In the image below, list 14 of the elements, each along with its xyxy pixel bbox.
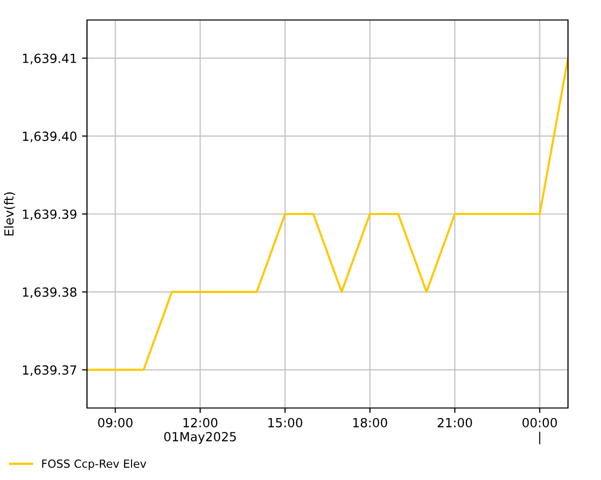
y-tick-label: 1,639.40 [22, 132, 76, 142]
x-tick-label: 09:00 [98, 418, 132, 428]
x-tick-label: 18:00 [353, 418, 388, 428]
y-axis-title: Elev(ft) [4, 192, 16, 236]
y-tick-label: 1,639.37 [22, 365, 76, 376]
x-tick-label: 00:00 | [522, 418, 557, 444]
line-series [87, 57, 568, 371]
x-tick-label: 21:00 [438, 418, 472, 428]
y-tick-label: 1,639.38 [22, 287, 76, 298]
x-tick-label: 15:00 [268, 418, 302, 428]
y-tick-label: 1,639.39 [22, 209, 76, 220]
x-tick-label: 12:00 01May2025 [164, 418, 236, 444]
y-tick-label: 1,639.41 [22, 54, 76, 64]
legend-label: FOSS Ccp-Rev Elev [42, 459, 146, 470]
